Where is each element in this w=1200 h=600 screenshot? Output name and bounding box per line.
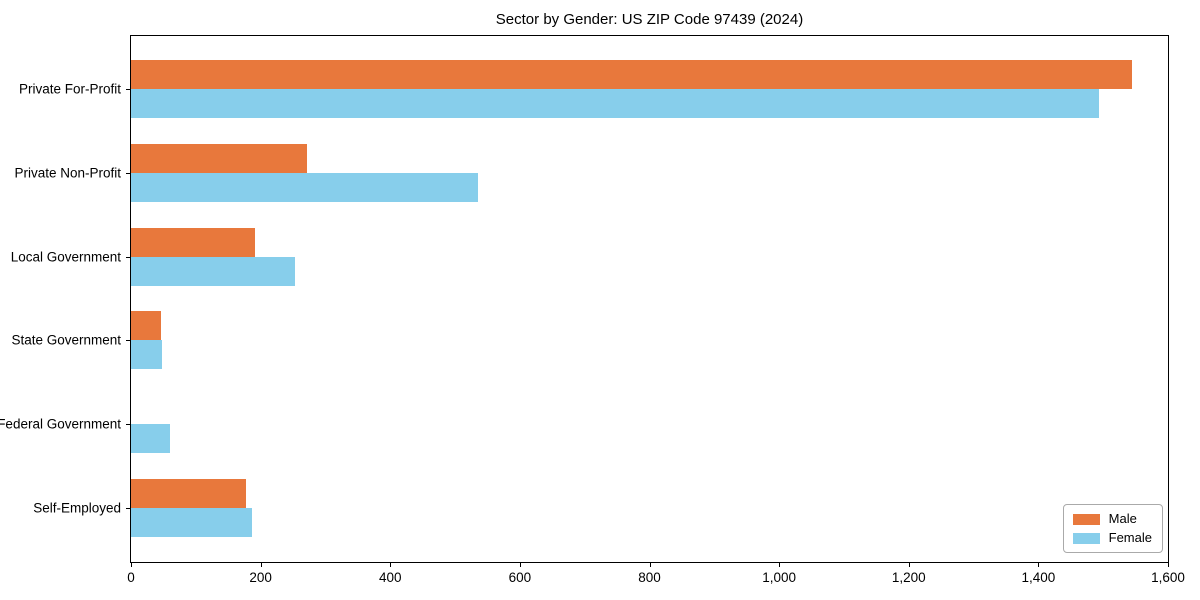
x-tick-label: 400 — [378, 570, 402, 585]
plot-area: 0 200 400 600 800 1,000 1,200 1,400 1,600 Privat… — [0, 35, 1185, 585]
x-tick-label: 200 — [249, 570, 272, 585]
bar-female-federal-government — [131, 424, 170, 454]
y-tick-label: Private Non-Profit — [14, 165, 121, 181]
x-tick — [649, 562, 651, 567]
y-tick-label: Federal Government — [0, 416, 121, 432]
y-tick-label: Local Government — [10, 249, 121, 265]
bar-male-private-for-profit — [131, 60, 1132, 89]
x-tick — [519, 562, 521, 567]
x-tick — [1038, 562, 1040, 567]
x-tick — [908, 562, 910, 567]
y-tick — [126, 89, 131, 90]
y-tick-label: Self-Employed — [33, 500, 121, 516]
y-tick — [126, 340, 131, 342]
x-tick — [131, 562, 132, 567]
x-tick-label: 1,000 — [762, 570, 797, 585]
x-tick-label: 1,400 — [1021, 570, 1056, 585]
x-tick-label: 600 — [508, 570, 532, 585]
y-tick — [126, 256, 131, 258]
bar-male-local-government — [131, 227, 256, 257]
legend: Male Female — [1062, 504, 1163, 553]
bar-female-self-employed — [131, 508, 252, 537]
y-tick — [126, 172, 131, 174]
x-tick-label: 1,600 — [1151, 570, 1185, 585]
x-tick-label: 0 — [127, 570, 135, 585]
bar-female-state-government — [131, 340, 163, 370]
bar-female-private-non-profit — [131, 172, 479, 202]
y-tick — [126, 424, 131, 426]
y-tick-label: State Government — [11, 332, 121, 348]
x-tick-label: 800 — [638, 570, 661, 585]
bar-male-state-government — [131, 311, 162, 341]
legend-label: Female — [1108, 530, 1152, 545]
chart-title: Sector by Gender: US ZIP Code 97439 (202… — [495, 11, 804, 28]
legend-label: Male — [1108, 511, 1137, 526]
legend-item-male: Male — [1072, 511, 1152, 526]
legend-swatch-male — [1072, 513, 1100, 525]
bar-female-private-for-profit — [131, 89, 1100, 118]
x-tick — [1168, 562, 1169, 567]
y-tick-label: Private For-Profit — [18, 81, 121, 97]
bar-male-private-non-profit — [131, 143, 308, 173]
legend-swatch-female — [1072, 532, 1100, 544]
x-tick — [260, 562, 262, 567]
legend-item-female: Female — [1072, 530, 1152, 545]
x-tick — [390, 562, 392, 567]
y-tick — [126, 508, 131, 509]
x-tick-label: 1,200 — [891, 570, 926, 585]
x-tick — [779, 562, 781, 567]
bar-male-self-employed — [131, 479, 247, 508]
bar-female-local-government — [131, 256, 295, 286]
